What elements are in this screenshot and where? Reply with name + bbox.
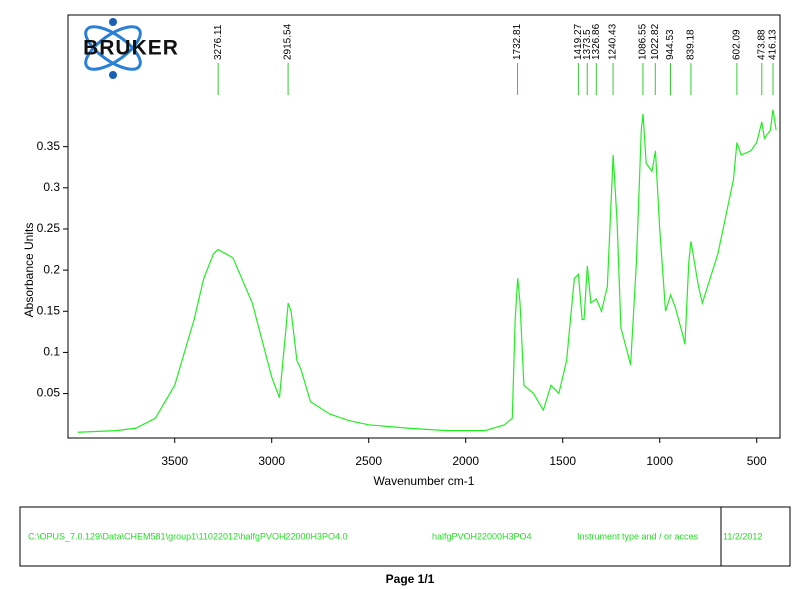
footer-path: C:\OPUS_7.0.129\Data\CHEM581\group1\1102… — [28, 531, 348, 541]
peak-label: 944.53 — [665, 29, 676, 60]
x-tick-label: 1000 — [646, 454, 673, 468]
page-number: Page 1/1 — [386, 572, 435, 586]
x-tick-label: 3500 — [161, 454, 188, 468]
peak-label: 1326.86 — [591, 23, 602, 60]
peak-label: 1022.82 — [650, 23, 661, 60]
y-tick-label: 0.1 — [43, 345, 60, 359]
peak-label: 1086.55 — [638, 23, 649, 60]
logo-orbit — [84, 25, 142, 71]
x-tick-label: 2000 — [452, 454, 479, 468]
x-axis-label: Wavenumber cm-1 — [374, 474, 475, 488]
logo-text: BRUKER — [83, 37, 179, 60]
peak-label: 1373.5 — [582, 29, 593, 60]
x-tick-label: 1500 — [549, 454, 576, 468]
logo-dot — [109, 18, 117, 26]
peak-label: 1240.43 — [608, 23, 619, 60]
logo-dot — [109, 71, 117, 79]
x-tick-label: 3000 — [258, 454, 285, 468]
peak-label: 3276.11 — [213, 24, 224, 60]
footer-instrument: Instrument type and / or acces — [577, 531, 699, 541]
spectrum-line — [77, 109, 777, 433]
y-axis-label: Absorbance Units — [22, 223, 36, 318]
peak-label: 839.18 — [686, 29, 697, 60]
y-tick-label: 0.05 — [37, 386, 61, 400]
plot-frame — [67, 14, 781, 439]
x-tick-label: 2500 — [355, 454, 382, 468]
peak-label: 473.88 — [756, 29, 767, 60]
peak-label: 416.13 — [768, 29, 779, 60]
y-tick-label: 0.3 — [43, 180, 60, 194]
peak-label: 1419.27 — [573, 23, 584, 60]
peak-label: 602.09 — [732, 29, 743, 60]
footer-box — [19, 506, 791, 567]
footer-date: 11/2/2012 — [723, 531, 762, 541]
y-tick-label: 0.25 — [37, 221, 61, 235]
logo-orbit — [84, 25, 142, 71]
y-tick-label: 0.2 — [43, 262, 60, 276]
footer-sample: halfgPVOH22000H3PO4 — [432, 531, 532, 541]
y-tick-label: 0.15 — [37, 303, 61, 317]
y-tick-label: 0.35 — [37, 139, 61, 153]
peak-label: 2915.54 — [283, 23, 294, 60]
peak-label: 1732.81 — [512, 23, 523, 60]
logo: BRUKER — [83, 18, 179, 79]
x-tick-label: 500 — [747, 454, 767, 468]
